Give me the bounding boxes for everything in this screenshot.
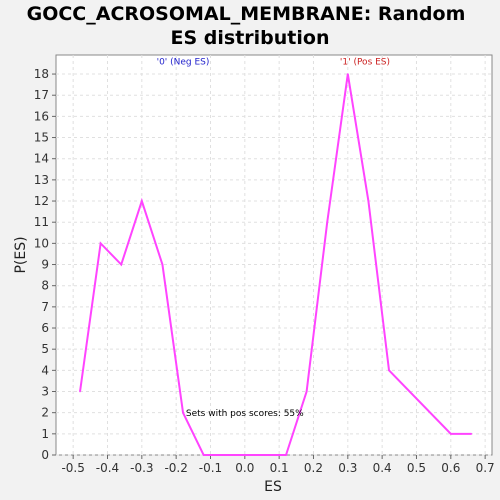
data-point bbox=[141, 200, 143, 202]
data-point bbox=[182, 412, 184, 414]
x-tick-label: -0.4 bbox=[96, 461, 119, 475]
data-point bbox=[471, 433, 473, 435]
y-tick-label: 9 bbox=[41, 258, 49, 272]
data-point bbox=[388, 370, 390, 372]
x-tick-label: 0.7 bbox=[476, 461, 495, 475]
x-tick-label: -0.5 bbox=[61, 461, 84, 475]
annotation-label: '1' (Pos ES) bbox=[340, 58, 390, 68]
x-tick-label: -0.3 bbox=[130, 461, 153, 475]
y-tick-label: 13 bbox=[34, 173, 49, 187]
y-tick-label: 10 bbox=[34, 236, 49, 250]
y-tick-label: 4 bbox=[41, 363, 49, 377]
y-tick-label: 1 bbox=[41, 427, 49, 441]
y-tick-label: 11 bbox=[34, 215, 49, 229]
x-axis-label: ES bbox=[264, 479, 282, 495]
y-tick-label: 12 bbox=[34, 194, 49, 208]
y-tick-label: 5 bbox=[41, 342, 49, 356]
y-tick-label: 17 bbox=[34, 88, 49, 102]
y-tick-label: 2 bbox=[41, 406, 49, 420]
y-tick-label: 14 bbox=[34, 152, 49, 166]
y-tick-label: 6 bbox=[41, 321, 49, 335]
data-point bbox=[79, 391, 81, 393]
data-point bbox=[450, 433, 452, 435]
x-tick-label: 0.5 bbox=[407, 461, 426, 475]
data-point bbox=[285, 454, 287, 456]
x-tick-label: 0.3 bbox=[338, 461, 357, 475]
chart-title-line-1: GOCC_ACROSOMAL_MEMBRANE: Random bbox=[27, 3, 466, 25]
x-tick-label: 0.1 bbox=[270, 461, 289, 475]
data-point bbox=[368, 200, 370, 202]
y-tick-label: 8 bbox=[41, 279, 49, 293]
y-tick-label: 7 bbox=[41, 300, 49, 314]
annotation-label: Sets with pos scores: 55% bbox=[186, 409, 304, 419]
y-tick-label: 0 bbox=[41, 448, 49, 462]
data-point bbox=[120, 264, 122, 266]
plot-area bbox=[56, 55, 492, 455]
y-tick-label: 3 bbox=[41, 385, 49, 399]
x-tick-label: 0.4 bbox=[373, 461, 392, 475]
data-point bbox=[100, 243, 102, 245]
chart-title-line-2: ES distribution bbox=[171, 27, 330, 49]
data-point bbox=[326, 221, 328, 223]
x-tick-label: 0.0 bbox=[235, 461, 254, 475]
x-tick-label: 0.2 bbox=[304, 461, 323, 475]
y-axis-label: P(ES) bbox=[13, 236, 29, 273]
annotation-label: '0' (Neg ES) bbox=[157, 58, 210, 68]
data-point bbox=[162, 264, 164, 266]
y-tick-label: 15 bbox=[34, 131, 49, 145]
x-tick-label: -0.1 bbox=[199, 461, 222, 475]
y-tick-label: 16 bbox=[34, 109, 49, 123]
x-tick-label: -0.2 bbox=[164, 461, 187, 475]
x-tick-label: 0.6 bbox=[441, 461, 460, 475]
data-point bbox=[306, 391, 308, 393]
y-tick-label: 18 bbox=[34, 67, 49, 81]
data-point bbox=[347, 73, 349, 75]
data-point bbox=[203, 454, 205, 456]
